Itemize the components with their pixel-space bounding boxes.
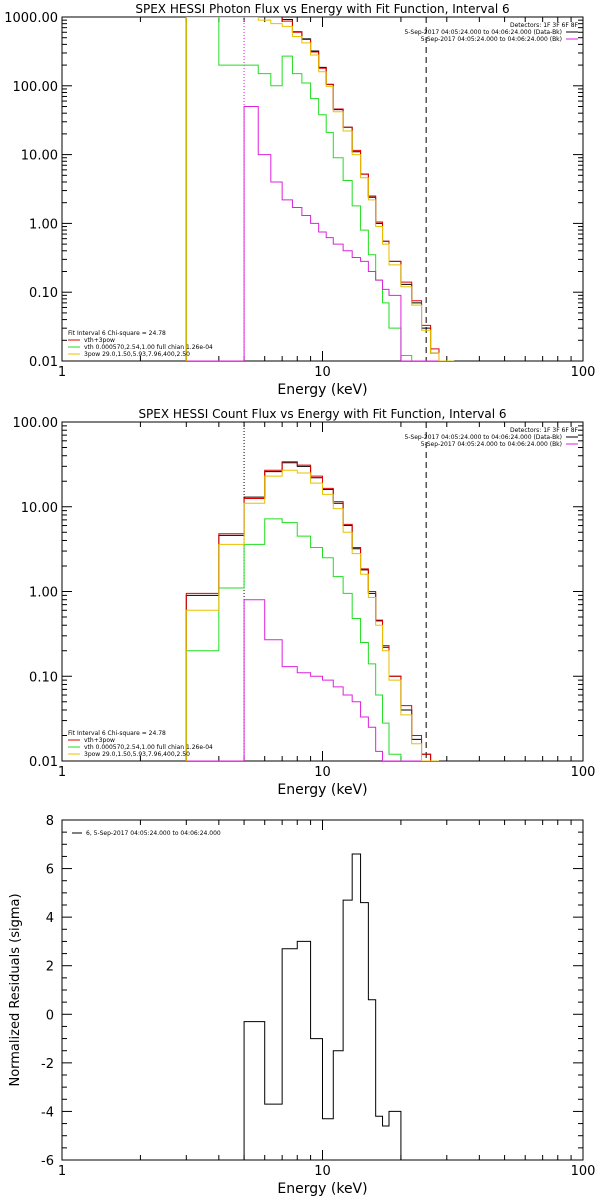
legend-item: 3pow 29.0,1.50,5.93,7.96,400,2.50 <box>84 351 190 358</box>
series-3pow <box>186 599 439 761</box>
y-tick-label: 1000.00 <box>4 11 58 26</box>
detectors-label: Detectors: 1F 3F 6F 8F <box>510 22 579 29</box>
info-line: 5-Sep-2017 04:05:24.000 to 04:06:24.000 … <box>404 434 562 441</box>
y-tick-label: -2 <box>41 1057 54 1072</box>
plot-frame <box>61 421 584 762</box>
x-tick-label: 100 <box>571 365 596 380</box>
y-tick-label: 100.00 <box>13 80 59 95</box>
x-tick-label: 1 <box>58 765 66 780</box>
info-line: 5-Sep-2017 04:05:24.000 to 04:06:24.000 … <box>421 36 562 43</box>
y-tick-label: 1.00 <box>29 217 58 232</box>
legend-header: Fit Interval 6 Chi-square = 24.78 <box>68 730 166 737</box>
x-tick-label: 100 <box>571 1164 596 1179</box>
legend-item: 3pow 29.0,1.50,5.93,7.96,400,2.50 <box>84 751 190 758</box>
series-3pow <box>186 106 455 361</box>
legend-item: vth+3pow <box>84 337 115 344</box>
series-residuals <box>243 853 422 1160</box>
series-data <box>185 462 439 761</box>
chart-title: SPEX HESSI Photon Flux vs Energy with Fi… <box>135 2 509 16</box>
y-tick-label: -4 <box>41 1105 54 1120</box>
x-tick-label: 10 <box>314 1164 331 1179</box>
y-tick-label: 0.01 <box>29 355 58 370</box>
x-tick-label: 1 <box>58 1164 66 1179</box>
y-tick-label: 100.00 <box>13 416 59 431</box>
x-tick-label: 10 <box>314 365 331 380</box>
chart-title: SPEX HESSI Count Flux vs Energy with Fit… <box>138 407 506 421</box>
y-tick-label: 4 <box>46 911 54 926</box>
y-axis-label: Normalized Residuals (sigma) <box>8 893 23 1086</box>
y-tick-label: 1.00 <box>29 586 58 601</box>
info-line: 5-Sep-2017 04:05:24.000 to 04:06:24.000 … <box>404 29 562 36</box>
data-layer <box>243 853 422 1160</box>
chart-panel-3: 1 10 100 Energy (keV) -6 -4 -2 0 2 4 6 8 Normalized … <box>8 814 595 1197</box>
info-line: 5-Sep-2017 04:05:24.000 to 04:06:24.000 … <box>421 441 562 448</box>
x-axis-label: Energy (keV) <box>277 782 367 798</box>
legend-header: Fit Interval 6 Chi-square = 24.78 <box>68 330 166 337</box>
chart-panel-2: SPEX HESSI Count Flux vs Energy with Fit… <box>13 407 596 798</box>
legend-item: vth 0.000570,2.54,1.00 full chian 1.26e-… <box>84 744 213 751</box>
y-tick-label: 0.10 <box>29 670 58 685</box>
y-tick-label: 8 <box>46 814 54 829</box>
detectors-label: Detectors: 1F 3F 6F 8F <box>510 427 579 434</box>
legend-item: vth 0.000570,2.54,1.00 full chian 1.26e-… <box>84 344 213 351</box>
series-total <box>185 17 455 361</box>
legend-item: vth+3pow <box>84 737 115 744</box>
y-tick-label: 2 <box>46 960 54 975</box>
x-axis-label: Energy (keV) <box>277 382 367 398</box>
y-tick-label: 10.00 <box>21 501 58 516</box>
y-tick-label: 0.01 <box>29 755 58 770</box>
data-layer <box>185 17 455 361</box>
data-layer <box>185 461 439 761</box>
series-total <box>185 469 439 761</box>
series-vth <box>185 518 439 761</box>
legend-item: 6, 5-Sep-2017 04:05:24.000 to 04:06:24.0… <box>86 830 221 837</box>
x-tick-label: 10 <box>314 765 331 780</box>
y-tick-label: 10.00 <box>21 149 58 164</box>
y-tick-label: 0.10 <box>29 286 58 301</box>
chart-panel-1: SPEX HESSI Photon Flux vs Energy with Fi… <box>4 2 595 398</box>
y-tick-label: 6 <box>46 863 54 878</box>
x-axis-label: Energy (keV) <box>277 1181 367 1197</box>
x-tick-label: 100 <box>571 765 596 780</box>
y-tick-label: 0 <box>46 1008 54 1023</box>
y-tick-label: -6 <box>41 1154 54 1169</box>
series-vth+3pow <box>185 461 439 761</box>
x-tick-label: 1 <box>58 365 66 380</box>
series-vth+3pow <box>185 17 455 361</box>
